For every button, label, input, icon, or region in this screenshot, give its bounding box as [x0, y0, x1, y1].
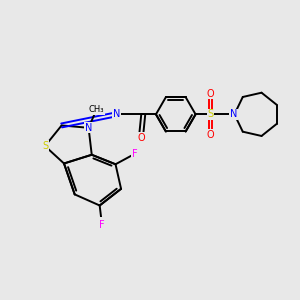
Text: O: O [137, 133, 145, 143]
Text: O: O [207, 89, 214, 99]
Text: S: S [208, 109, 214, 119]
Text: S: S [42, 141, 48, 151]
Text: O: O [207, 130, 214, 140]
Text: F: F [132, 149, 137, 159]
Text: F: F [99, 220, 105, 230]
Text: N: N [85, 123, 92, 133]
Text: CH₃: CH₃ [89, 105, 104, 114]
Text: N: N [112, 109, 120, 119]
Text: N: N [230, 109, 237, 119]
